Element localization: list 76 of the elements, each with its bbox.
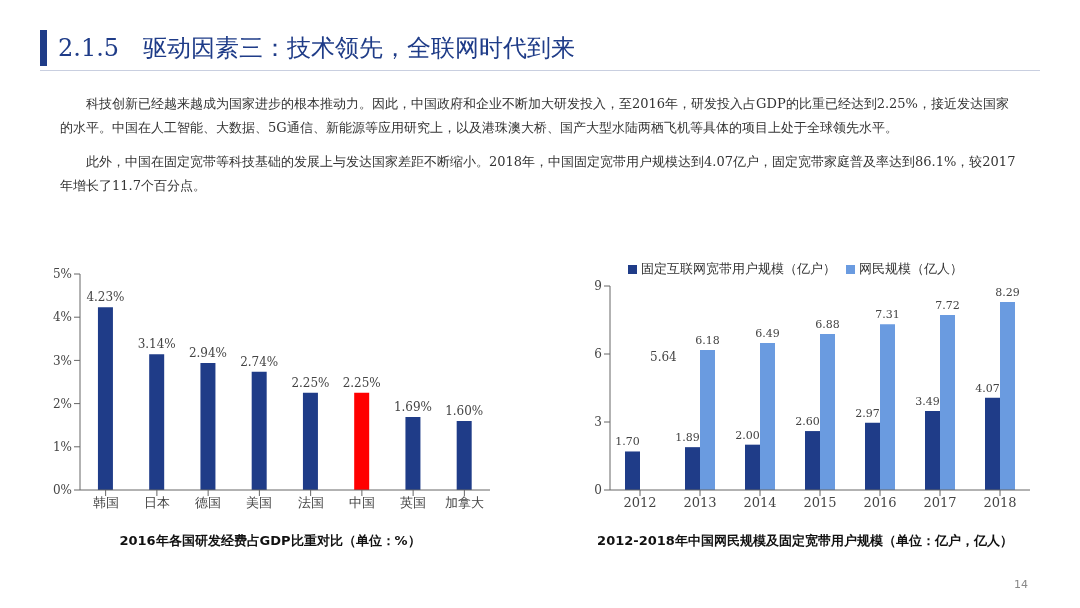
bar (760, 342, 775, 490)
y-tick-label: 6 (594, 347, 602, 362)
data-label: 6.88 (815, 318, 840, 332)
y-tick-label: 4% (52, 310, 72, 325)
bar (302, 392, 318, 490)
x-tick-label: 德国 (195, 495, 222, 511)
bar (805, 431, 820, 490)
data-label: 8.29 (995, 286, 1020, 300)
bar (405, 416, 421, 490)
x-tick-label: 加拿大 (444, 495, 484, 511)
text: 此外，中国在固定宽带等科技基础的发展上与发达国家差距不断缩小。2018年，中国固定宽带用户规模达到4.07亿户，固定宽带家庭普及率达到86.1%，较2017年增长了11.7个百分点。 (60, 153, 1017, 195)
bar (685, 447, 700, 490)
x-tick-label: 2016 (863, 495, 897, 511)
text: 科技创新已经越来越成为国家进步的根本推动力。因此，中国政府和企业不断加大研发投入，至2016年，研发投入占GDP的比重已经达到2.25%，接近发达国家的水平。中国在人工智能、大数据、5G通信、新能源等应用研究上，以及港珠澳大桥、国产大型水陆两栖飞机等具体的项目上处于全球领先水平。 (60, 95, 1010, 137)
data-label: 3.14% (137, 337, 176, 352)
text: 2012-2018年中国网民规模及固定宽带用户规模（单位：亿户，亿人） (596, 532, 1014, 550)
bar (940, 315, 955, 490)
x-tick-label: 英国 (400, 495, 427, 511)
bar (925, 410, 940, 490)
data-label: 2.60 (795, 415, 820, 429)
bar (149, 354, 165, 490)
x-tick-label: 法国 (297, 495, 324, 511)
data-label: 1.60% (445, 403, 484, 418)
data-label: 4.07 (975, 381, 1000, 395)
x-tick-label: 2014 (743, 495, 777, 511)
text: 2.1.5 驱动因素三：技术领先，全联网时代到来 (58, 33, 576, 64)
bar (985, 397, 1000, 490)
bar (880, 324, 895, 490)
x-tick-label: 2017 (923, 495, 957, 511)
x-tick-label: 日本 (143, 495, 170, 511)
data-label: 6.49 (755, 326, 780, 340)
x-tick-label: 中国 (348, 495, 375, 511)
bar (700, 349, 715, 490)
data-label: 2.94% (188, 345, 227, 360)
data-label: 2.74% (240, 354, 279, 369)
data-label: 3.49 (915, 394, 940, 408)
bar (456, 420, 472, 490)
y-tick-label: 2% (52, 396, 72, 411)
y-tick-label: 3 (594, 415, 602, 430)
bar (820, 334, 835, 490)
data-label: 1.69% (393, 399, 432, 414)
x-tick-label: 2013 (683, 495, 717, 511)
data-label: 7.72 (935, 299, 960, 313)
y-tick-label: 0 (594, 483, 602, 498)
annotation: 5.64 (650, 350, 677, 364)
bar (1000, 302, 1015, 490)
data-label: 4.23% (86, 290, 125, 305)
bar (745, 444, 760, 490)
bar (625, 451, 640, 490)
x-tick-label: 2018 (983, 495, 1017, 511)
bar (865, 422, 880, 490)
data-label: 1.70 (615, 435, 640, 449)
legend-label: 网民规模（亿人） (858, 261, 963, 276)
bar (97, 307, 113, 490)
x-tick-label: 美国 (246, 495, 273, 511)
x-tick-label: 2012 (623, 495, 657, 511)
y-tick-label: 0% (52, 483, 72, 498)
y-tick-label: 9 (594, 279, 602, 294)
data-label: 2.25% (291, 375, 330, 390)
data-label: 2.97 (855, 406, 880, 420)
data-label: 2.00 (735, 428, 760, 442)
bar (354, 392, 370, 490)
bar (200, 362, 216, 490)
text: 14 (1014, 578, 1028, 591)
y-tick-label: 5% (52, 267, 72, 282)
data-label: 6.18 (695, 333, 720, 347)
y-tick-label: 3% (52, 353, 72, 368)
y-tick-label: 1% (52, 440, 72, 455)
x-tick-label: 2015 (803, 495, 837, 511)
data-label: 1.89 (675, 431, 700, 445)
data-label: 2.25% (342, 375, 381, 390)
data-label: 7.31 (875, 308, 900, 322)
legend-label: 固定互联网宽带用户规模（亿户） (640, 261, 836, 276)
x-tick-label: 韩国 (92, 495, 119, 511)
text: 2016年各国研发经费占GDP比重对比（单位：%） (118, 532, 422, 550)
bar (251, 371, 267, 490)
